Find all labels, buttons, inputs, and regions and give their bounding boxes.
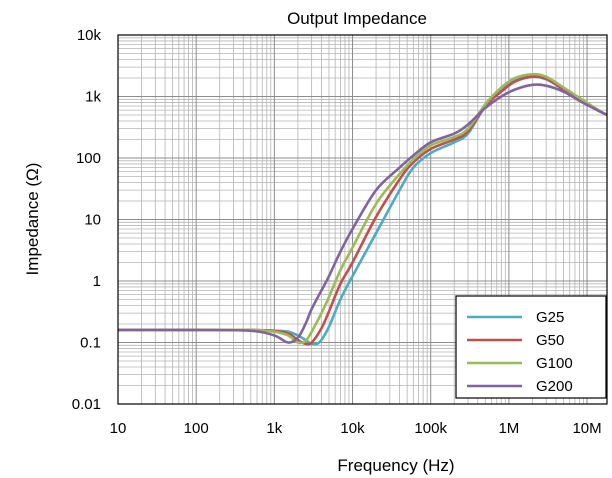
- y-tick-label: 10: [84, 212, 101, 229]
- x-tick-labels: 10 100 1k 10k 100k 1M 10M: [110, 420, 602, 437]
- x-tick-label: 10M: [572, 420, 601, 437]
- y-tick-labels: 0.01 0.1 1 10 100 1k 10k: [72, 27, 102, 413]
- legend-label-g25: G25: [536, 309, 564, 326]
- y-tick-label: 10k: [77, 27, 102, 44]
- major-grid: [117, 34, 607, 405]
- y-tick-label: 1k: [85, 89, 101, 106]
- series-line-g50: [118, 75, 607, 346]
- series-layer: [118, 72, 607, 346]
- legend-label-g200: G200: [536, 378, 573, 395]
- y-tick-label: 100: [76, 150, 101, 167]
- y-axis-title: Impedance (Ω): [23, 163, 42, 276]
- legend: G25 G50 G100 G200: [455, 295, 607, 399]
- x-tick-label: 10k: [340, 420, 365, 437]
- legend-label-g50: G50: [536, 332, 564, 349]
- x-tick-label: 1M: [498, 420, 519, 437]
- chart-title: Output Impedance: [287, 9, 427, 28]
- legend-box: [455, 295, 607, 399]
- x-tick-label: 100k: [414, 420, 447, 437]
- plot-frame: [117, 34, 608, 405]
- series-line-g100: [118, 72, 607, 345]
- series-line-g200: [118, 83, 607, 344]
- x-tick-label: 100: [184, 420, 209, 437]
- y-tick-label: 1: [93, 273, 101, 290]
- x-tick-label: 1k: [266, 420, 282, 437]
- y-tick-label: 0.1: [80, 335, 101, 352]
- y-tick-label: 0.01: [72, 396, 101, 413]
- x-axis-title: Frequency (Hz): [337, 456, 454, 475]
- x-tick-label: 10: [110, 420, 127, 437]
- legend-label-g100: G100: [536, 355, 573, 372]
